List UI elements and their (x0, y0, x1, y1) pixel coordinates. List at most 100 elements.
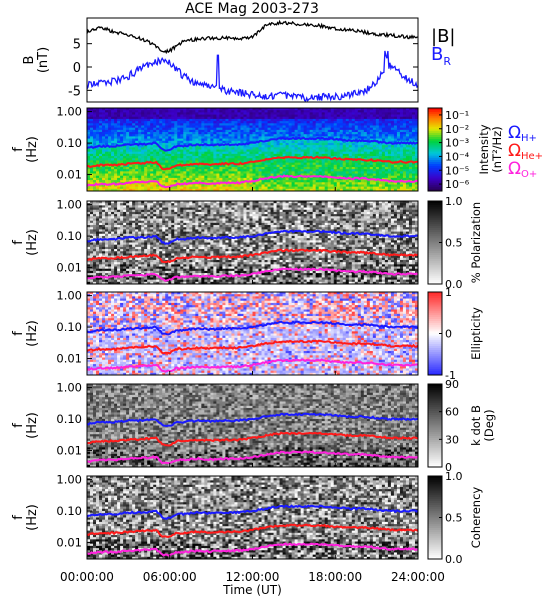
spectro-cell (102, 153, 106, 157)
spectro-cell (303, 121, 308, 124)
spectro-cell (285, 182, 290, 185)
spectro-cell (195, 188, 199, 191)
spectro-cell (126, 151, 130, 155)
spectro-cell (99, 114, 103, 118)
spectro-cell (186, 140, 190, 144)
spectro-cell (201, 132, 205, 135)
spectro-cell (222, 175, 226, 179)
spectro-cell (315, 177, 320, 181)
spectro-cell (408, 108, 413, 111)
spectro-cell (126, 249, 130, 252)
spectro-cell (111, 177, 115, 181)
spectro-cell (309, 173, 314, 177)
spectro-cell (114, 160, 118, 163)
spectro-cell (372, 173, 377, 177)
spectro-cell (153, 171, 157, 174)
spectro-cell (198, 186, 202, 190)
spectro-cell (375, 118, 380, 122)
spectro-cell (87, 220, 91, 224)
spectro-cell (294, 125, 299, 129)
spectro-cell (324, 127, 329, 131)
spectro-cell (396, 138, 401, 142)
spectro-cell (315, 127, 320, 131)
spectro-cell (96, 182, 100, 185)
spectro-cell (156, 110, 160, 113)
spectro-cell (339, 110, 344, 113)
colorbar-cell (428, 132, 442, 136)
spectro-cell (201, 169, 205, 172)
spectro-cell (246, 149, 250, 153)
spectro-cell (90, 142, 94, 146)
spectro-cell (228, 158, 232, 161)
spectro-cell (321, 149, 326, 153)
spectro-cell (288, 164, 293, 168)
spectro-cell (345, 114, 350, 118)
spectro-cell (225, 186, 229, 190)
spectro-cell (87, 162, 91, 166)
spectro-cell (138, 140, 142, 144)
spectro-cell (297, 123, 302, 126)
spectro-cell (306, 160, 311, 163)
spectro-cell (315, 151, 320, 155)
spectro-cell (303, 166, 308, 170)
spectro-cell (99, 180, 103, 183)
spectro-cell (114, 166, 118, 170)
spectro-cell (204, 136, 208, 139)
spectro-cell (192, 138, 196, 142)
spectro-cell (177, 180, 181, 183)
spectro-cell (300, 129, 305, 133)
spectro-cell (330, 173, 335, 177)
spectro-cell (171, 162, 175, 166)
spectro-cell (138, 186, 142, 190)
spectro-cell (381, 134, 386, 137)
spectro-cell (180, 121, 184, 124)
spectro-cell (120, 116, 124, 120)
spectro-cell (369, 156, 374, 159)
spectro-cell (159, 142, 163, 146)
spectro-cell (105, 136, 109, 139)
spectro-cell (297, 171, 302, 174)
spectro-cell (147, 132, 151, 135)
spectro-cell (138, 145, 142, 148)
spectro-cell (108, 207, 112, 211)
spectro-cell (345, 123, 350, 126)
spectro-cell (408, 171, 413, 174)
spectro-cell (102, 214, 106, 217)
spectro-cell (273, 149, 277, 153)
spectro-cell (195, 112, 199, 115)
spectro-cell (141, 188, 145, 191)
spectro-cell (210, 169, 214, 172)
spectro-cell (138, 240, 142, 243)
spectro-cell (240, 175, 244, 179)
spectro-cell (273, 177, 277, 181)
spectro-cell (264, 110, 268, 113)
spectro-cell (303, 116, 308, 120)
spectro-cell (366, 175, 371, 179)
spectro-cell (90, 108, 94, 111)
spectro-cell (114, 188, 118, 191)
colorbar-cell (428, 139, 442, 142)
spectro-cell (303, 182, 308, 185)
spectro-cell (261, 134, 265, 137)
spectro-cell (354, 180, 359, 183)
spectro-cell (234, 164, 238, 168)
spectro-cell (369, 180, 374, 183)
spectro-cell (126, 134, 130, 137)
spectro-cell (225, 145, 229, 148)
spectro-cell (96, 166, 100, 170)
spectro-cell (210, 171, 214, 174)
spectro-cell (210, 151, 214, 155)
spectro-cell (192, 156, 196, 159)
spectro-cell (177, 110, 181, 113)
spectro-cell (222, 180, 226, 183)
spectro-cell (93, 218, 97, 222)
spectro-cell (336, 114, 341, 118)
spectro-cell (387, 136, 392, 139)
spectro-cell (270, 153, 274, 157)
spectro-cell (249, 132, 253, 135)
spectro-cell (384, 147, 389, 150)
spectro-cell (351, 123, 356, 126)
spectro-cell (138, 175, 142, 179)
spectro-cell (192, 153, 196, 157)
spectro-cell (402, 169, 407, 172)
